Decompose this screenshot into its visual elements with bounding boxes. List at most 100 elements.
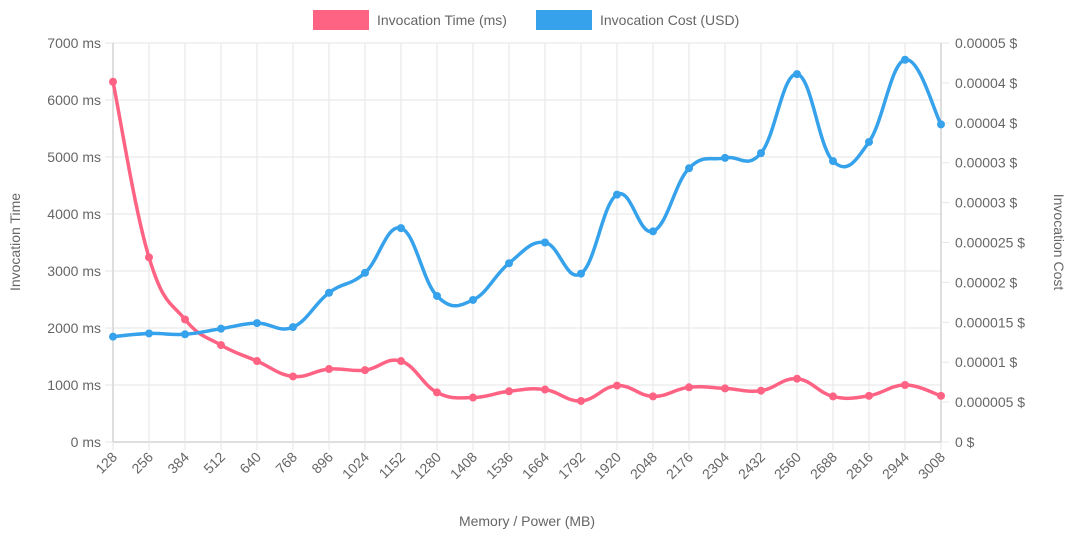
- x-tick-label: 1408: [447, 449, 480, 482]
- x-tick-label: 2432: [735, 449, 768, 482]
- y-right-tick-label: 0.000025 $: [955, 235, 1025, 251]
- x-tick-label: 2944: [879, 449, 912, 482]
- x-tick-label: 2560: [771, 449, 804, 482]
- legend: Invocation Time (ms) Invocation Cost (US…: [313, 10, 739, 30]
- y-right-tick-label: 0.000005 $: [955, 394, 1025, 410]
- data-point-invocation-cost[interactable]: [649, 227, 657, 236]
- data-point-invocation-time[interactable]: [721, 384, 729, 393]
- x-tick-label: 1024: [339, 449, 372, 482]
- x-tick-label: 768: [272, 449, 300, 477]
- data-point-invocation-cost[interactable]: [109, 332, 117, 341]
- data-point-invocation-cost[interactable]: [793, 70, 801, 79]
- x-tick-label: 1280: [411, 449, 444, 482]
- legend-item-invocation-cost[interactable]: Invocation Cost (USD): [536, 10, 739, 30]
- data-point-invocation-cost[interactable]: [181, 330, 189, 339]
- data-point-invocation-time[interactable]: [217, 341, 225, 350]
- data-point-invocation-time[interactable]: [325, 365, 333, 374]
- data-point-invocation-cost[interactable]: [721, 153, 729, 162]
- data-point-invocation-time[interactable]: [577, 396, 585, 405]
- y-left-tick-label: 3000 ms: [47, 263, 101, 279]
- legend-label-invocation-cost: Invocation Cost (USD): [600, 12, 739, 28]
- legend-item-invocation-time[interactable]: Invocation Time (ms): [313, 10, 507, 30]
- data-point-invocation-time[interactable]: [937, 391, 945, 400]
- data-point-invocation-cost[interactable]: [757, 149, 765, 158]
- y-right-tick-label: 0.00003 $: [955, 155, 1017, 171]
- data-point-invocation-cost[interactable]: [433, 291, 441, 300]
- x-tick-label: 1536: [483, 449, 516, 482]
- data-point-invocation-cost[interactable]: [145, 329, 153, 338]
- data-point-invocation-cost[interactable]: [505, 259, 513, 268]
- data-point-invocation-time[interactable]: [793, 374, 801, 383]
- data-point-invocation-time[interactable]: [613, 381, 621, 390]
- data-point-invocation-time[interactable]: [649, 392, 657, 401]
- data-point-invocation-cost[interactable]: [217, 324, 225, 333]
- data-point-invocation-time[interactable]: [397, 357, 405, 366]
- legend-swatch-invocation-time: [313, 10, 369, 30]
- data-point-invocation-cost[interactable]: [397, 224, 405, 233]
- data-point-invocation-time[interactable]: [829, 392, 837, 401]
- y-right-tick-label: 0.00003 $: [955, 195, 1017, 211]
- y-right-tick-label: 0.00004 $: [955, 75, 1017, 91]
- y-right-tick-label: 0.00004 $: [955, 115, 1017, 131]
- data-point-invocation-time[interactable]: [181, 315, 189, 324]
- y-right-tick-label: 0.000015 $: [955, 314, 1025, 330]
- data-point-invocation-time[interactable]: [865, 391, 873, 400]
- data-point-invocation-time[interactable]: [685, 383, 693, 392]
- y-left-tick-label: 5000 ms: [47, 149, 101, 165]
- data-point-invocation-time[interactable]: [289, 372, 297, 381]
- y-right-tick-label: 0 $: [955, 434, 975, 450]
- data-point-invocation-cost[interactable]: [289, 323, 297, 332]
- x-tick-label: 256: [128, 449, 156, 477]
- x-axis-title: Memory / Power (MB): [459, 513, 595, 529]
- y-left-tick-label: 6000 ms: [47, 92, 101, 108]
- data-point-invocation-cost[interactable]: [577, 269, 585, 278]
- x-tick-label: 1792: [555, 449, 588, 482]
- data-point-invocation-time[interactable]: [901, 381, 909, 389]
- data-point-invocation-cost[interactable]: [361, 268, 369, 277]
- x-tick-label: 2304: [699, 449, 732, 482]
- series-line-invocation-time: [111, 80, 943, 403]
- data-point-invocation-time[interactable]: [253, 357, 261, 366]
- legend-label-invocation-time: Invocation Time (ms): [377, 12, 507, 28]
- y-right-tick-label: 0.00001 $: [955, 354, 1017, 370]
- data-point-invocation-time[interactable]: [469, 393, 477, 402]
- data-point-invocation-cost[interactable]: [901, 55, 909, 64]
- data-point-invocation-cost[interactable]: [253, 319, 261, 328]
- data-point-invocation-time[interactable]: [145, 253, 153, 262]
- y-right-tick-label: 0.00005 $: [955, 35, 1017, 51]
- axes: 0 ms 1000 ms 2000 ms 3000 ms 4000 ms 5000 ms 6…: [47, 35, 1025, 482]
- x-tick-label: 128: [92, 449, 120, 477]
- data-point-invocation-cost[interactable]: [541, 238, 549, 247]
- grid: [112, 42, 942, 443]
- data-point-invocation-cost[interactable]: [937, 120, 945, 129]
- data-point-invocation-cost[interactable]: [685, 164, 693, 173]
- data-point-invocation-cost[interactable]: [865, 137, 873, 146]
- x-tick-label: 1920: [591, 449, 624, 482]
- data-point-invocation-cost[interactable]: [829, 157, 837, 166]
- data-point-invocation-cost[interactable]: [469, 295, 477, 304]
- y-right-tick-label: 0.00002 $: [955, 274, 1017, 290]
- data-point-invocation-time[interactable]: [361, 366, 369, 375]
- data-point-invocation-cost[interactable]: [325, 288, 333, 297]
- x-tick-label: 1152: [376, 449, 409, 482]
- data-point-invocation-time[interactable]: [505, 387, 513, 396]
- x-tick-label: 1664: [519, 449, 552, 482]
- x-tick-label: 384: [164, 449, 192, 477]
- y-right-axis-title: Invocation Cost: [1051, 194, 1067, 291]
- data-point-invocation-time[interactable]: [541, 385, 549, 394]
- y-left-tick-label: 7000 ms: [47, 35, 101, 51]
- y-left-tick-label: 1000 ms: [47, 377, 101, 393]
- data-point-invocation-cost[interactable]: [613, 190, 621, 199]
- y-left-axis-title: Invocation Time: [7, 193, 23, 291]
- x-tick-label: 2688: [807, 449, 840, 482]
- x-tick-label: 512: [200, 449, 228, 477]
- data-point-invocation-time[interactable]: [109, 77, 117, 86]
- data-point-invocation-time[interactable]: [757, 386, 765, 395]
- y-left-tick-label: 2000 ms: [47, 320, 101, 336]
- x-tick-label: 2816: [843, 449, 876, 482]
- x-tick-label: 640: [236, 449, 264, 477]
- x-tick-label: 2048: [627, 449, 660, 482]
- data-point-invocation-time[interactable]: [433, 388, 441, 397]
- y-left-tick-label: 4000 ms: [47, 206, 101, 222]
